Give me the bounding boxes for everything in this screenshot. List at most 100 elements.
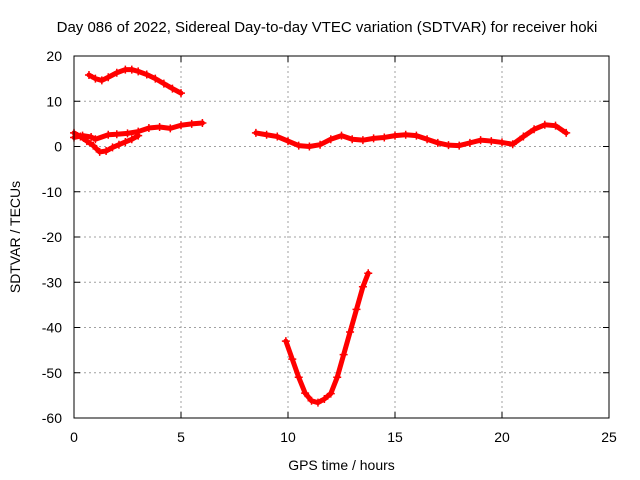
series-line <box>283 270 371 406</box>
data-point <box>423 135 432 144</box>
y-tick-label: -20 <box>42 229 62 245</box>
data-point <box>540 120 549 129</box>
data-point <box>320 394 329 403</box>
data-point <box>142 70 151 79</box>
y-tick-label: -50 <box>42 365 62 381</box>
grid <box>74 56 609 418</box>
data-point <box>358 136 367 145</box>
data-point <box>352 305 361 314</box>
data-point <box>144 123 153 132</box>
data-point <box>294 373 303 382</box>
series-upper-arc <box>84 65 185 98</box>
chart-title: Day 086 of 2022, Sidereal Day-to-day VTE… <box>57 19 598 36</box>
data-point <box>91 74 100 83</box>
y-tick-label: 20 <box>46 48 62 64</box>
data-point <box>121 137 130 146</box>
series-early-band-b <box>70 118 207 144</box>
data-point <box>104 130 113 139</box>
data-point <box>151 74 160 83</box>
x-tick-label: 0 <box>70 429 78 445</box>
y-tick-label: -30 <box>42 274 62 290</box>
data-point <box>177 89 185 98</box>
data-point <box>155 123 164 132</box>
data-point <box>262 130 271 139</box>
data-point <box>95 147 104 156</box>
data-point <box>401 130 410 139</box>
data-point <box>168 84 177 93</box>
data-point <box>301 389 310 398</box>
y-tick-label: 0 <box>54 139 62 155</box>
data-point <box>127 135 136 144</box>
data-point <box>455 141 464 150</box>
data-point <box>316 140 325 149</box>
data-point <box>346 328 355 337</box>
data-point <box>313 398 322 407</box>
data-point <box>337 131 346 140</box>
data-point <box>127 65 136 74</box>
y-axis-title: SDTVAR / TECUs <box>7 181 23 293</box>
data-point <box>498 138 506 147</box>
data-point <box>380 133 389 142</box>
data-point <box>187 119 196 128</box>
data-point <box>112 130 121 139</box>
data-point <box>166 124 175 133</box>
data-point <box>519 132 528 141</box>
data-point <box>104 73 113 82</box>
data-point <box>84 71 93 80</box>
data-point <box>305 142 314 151</box>
data-point <box>348 135 357 144</box>
data-point <box>369 134 378 143</box>
data-point <box>476 136 485 145</box>
data-point <box>273 132 282 141</box>
data-point <box>358 282 367 291</box>
x-tick-label: 15 <box>387 429 403 445</box>
data-point <box>123 129 132 138</box>
data-point <box>364 269 373 278</box>
data-point <box>465 138 474 147</box>
data-point <box>551 121 560 130</box>
y-tick-label: 10 <box>46 93 62 109</box>
data-point <box>108 143 117 152</box>
data-point <box>87 132 96 141</box>
data-layer <box>70 65 571 407</box>
y-tick-label: -40 <box>42 320 62 336</box>
data-point <box>78 131 87 140</box>
data-point <box>444 141 453 150</box>
data-point <box>89 141 98 150</box>
data-point <box>177 121 185 130</box>
data-point <box>134 67 143 76</box>
data-point <box>112 68 121 77</box>
data-point <box>288 355 297 364</box>
x-tick-label: 20 <box>494 429 510 445</box>
data-point <box>412 131 421 140</box>
data-point <box>114 140 123 149</box>
y-tick-label: -60 <box>42 410 62 426</box>
data-point <box>281 337 290 346</box>
data-point <box>530 125 539 134</box>
data-point <box>339 350 348 359</box>
data-point <box>326 135 335 144</box>
data-point <box>294 141 303 150</box>
series-v-dip <box>281 269 373 407</box>
x-tick-label: 5 <box>177 429 185 445</box>
x-tick-label: 10 <box>280 429 296 445</box>
data-point <box>391 131 399 140</box>
data-point <box>284 137 292 146</box>
data-point <box>97 76 106 85</box>
series-mid-band <box>251 120 571 151</box>
ticks <box>73 55 610 419</box>
data-point <box>91 135 100 144</box>
data-point <box>508 140 517 149</box>
y-tick-label: -10 <box>42 184 62 200</box>
data-point <box>562 128 571 137</box>
x-tick-label: 25 <box>601 429 617 445</box>
data-point <box>307 396 316 405</box>
data-point <box>102 147 111 156</box>
data-point <box>333 373 342 382</box>
x-axis-title: GPS time / hours <box>288 457 395 473</box>
data-point <box>326 389 335 398</box>
data-point <box>198 118 207 127</box>
data-point <box>159 79 168 88</box>
